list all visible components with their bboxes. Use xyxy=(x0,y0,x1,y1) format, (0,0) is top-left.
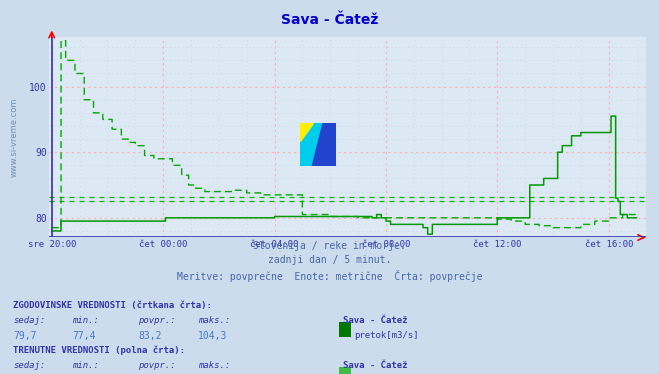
Text: maks.:: maks.: xyxy=(198,361,230,370)
Text: min.:: min.: xyxy=(72,316,100,325)
Text: Sava - Čatež: Sava - Čatež xyxy=(343,316,407,325)
Text: Sava - Čatež: Sava - Čatež xyxy=(343,361,407,370)
Text: 79,7: 79,7 xyxy=(13,331,37,341)
Text: povpr.:: povpr.: xyxy=(138,316,176,325)
Polygon shape xyxy=(300,123,314,166)
Polygon shape xyxy=(300,123,312,141)
Polygon shape xyxy=(300,123,318,145)
Polygon shape xyxy=(314,123,336,166)
Text: Sava - Čatež: Sava - Čatež xyxy=(281,13,378,27)
Text: sedaj:: sedaj: xyxy=(13,316,45,325)
Text: 77,4: 77,4 xyxy=(72,331,96,341)
Text: povpr.:: povpr.: xyxy=(138,361,176,370)
Text: 104,3: 104,3 xyxy=(198,331,227,341)
Text: Slovenija / reke in morje.: Slovenija / reke in morje. xyxy=(253,241,406,251)
Text: pretok[m3/s]: pretok[m3/s] xyxy=(354,331,418,340)
Text: min.:: min.: xyxy=(72,361,100,370)
Text: TRENUTNE VREDNOSTI (polna črta):: TRENUTNE VREDNOSTI (polna črta): xyxy=(13,346,185,355)
Polygon shape xyxy=(311,123,336,166)
Text: Meritve: povprečne  Enote: metrične  Črta: povprečje: Meritve: povprečne Enote: metrične Črta:… xyxy=(177,270,482,282)
Text: zadnji dan / 5 minut.: zadnji dan / 5 minut. xyxy=(268,255,391,266)
Text: www.si-vreme.com: www.si-vreme.com xyxy=(9,98,18,177)
Polygon shape xyxy=(300,123,322,166)
Text: 83,2: 83,2 xyxy=(138,331,162,341)
Text: ZGODOVINSKE VREDNOSTI (črtkana črta):: ZGODOVINSKE VREDNOSTI (črtkana črta): xyxy=(13,301,212,310)
Text: sedaj:: sedaj: xyxy=(13,361,45,370)
Text: maks.:: maks.: xyxy=(198,316,230,325)
